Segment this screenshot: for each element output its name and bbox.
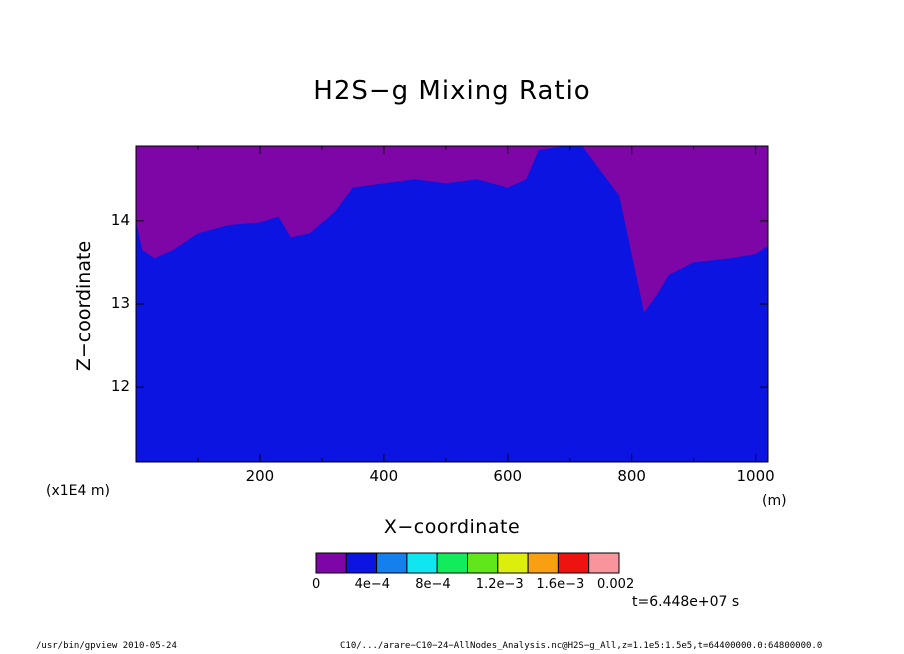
x-tick-label: 1000: [736, 467, 775, 485]
y-tick-label: 13: [110, 294, 130, 312]
colorbar-label: 1.6e−3: [536, 577, 585, 592]
colorbar-cell: [436, 552, 469, 574]
plot-area: [136, 146, 768, 462]
colorbar-cell: [376, 552, 408, 574]
colorbar-label: 0: [312, 577, 321, 592]
colorbar-cell: [467, 552, 499, 574]
y-axis-unit: (x1E4 m): [46, 483, 110, 499]
colorbar-cell: [345, 552, 378, 574]
colorbar-cell: [406, 552, 438, 574]
x-tick-label: 400: [369, 467, 399, 485]
colorbar: [315, 552, 620, 574]
x-axis-unit: (m): [762, 493, 787, 509]
colorbar-label: 4e−4: [354, 577, 391, 592]
y-axis-label: Z−coordinate: [73, 240, 95, 372]
colorbar-cell: [527, 552, 559, 574]
colorbar-label: 8e−4: [415, 577, 451, 592]
y-tick-label: 14: [110, 210, 130, 229]
y-tick-label: 12: [110, 377, 130, 396]
colorbar-cell: [588, 552, 620, 574]
colorbar-label: 0.002: [597, 577, 635, 592]
colorbar-cell: [557, 552, 590, 574]
time-annotation: t=6.448e+07 s: [632, 594, 740, 610]
chart-title: H2S−g Mixing Ratio: [313, 76, 591, 106]
footer-source: C10/.../arare−C10−24−AllNodes_Analysis.n…: [340, 641, 823, 651]
colorbar-cell: [315, 552, 347, 574]
footer-program: /usr/bin/gpview 2010-05-24: [36, 641, 177, 651]
x-tick-label: 800: [617, 467, 646, 485]
level-fill-zero: [136, 146, 768, 313]
x-tick-label: 200: [245, 467, 275, 485]
colorbar-label: 1.2e−3: [475, 577, 524, 592]
axes: [135, 145, 769, 463]
colorbar-cell: [497, 552, 529, 574]
x-tick-label: 600: [493, 467, 523, 485]
x-axis-label: X−coordinate: [383, 516, 521, 538]
